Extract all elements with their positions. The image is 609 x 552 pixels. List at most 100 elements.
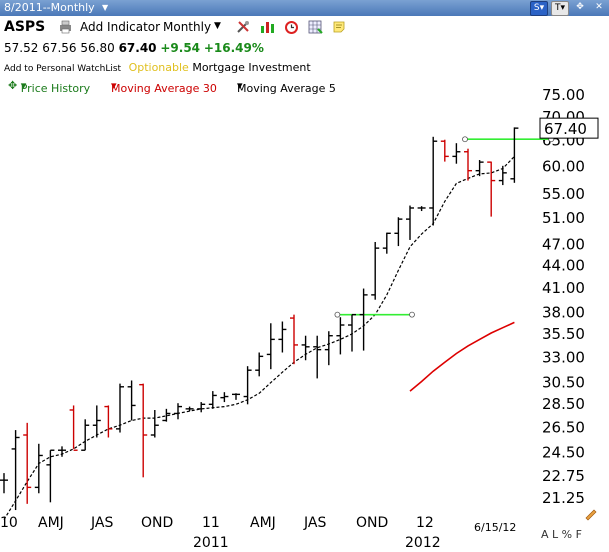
scale-toolbar[interactable]: A L % F: [541, 528, 582, 541]
y-tick-label: 55.00: [542, 185, 585, 203]
ohlc-bar: [313, 335, 322, 379]
y-tick-label: 35.50: [542, 325, 585, 343]
x-tick-label: 11: [202, 515, 220, 531]
s-button[interactable]: S▾: [530, 1, 548, 16]
y-tick-label: 38.00: [542, 303, 585, 321]
trendline-handle[interactable]: [334, 311, 341, 318]
legend-ma5-label: Moving Average 5: [237, 82, 336, 95]
move-icon[interactable]: ✥: [576, 2, 584, 12]
ohlc-bar: [475, 160, 484, 177]
change-percent: +16.49%: [203, 41, 264, 55]
toolbar: ASPS Add Indicator Monthly ▼: [0, 16, 609, 38]
ohlc-bar: [0, 473, 8, 494]
y-tick-label: 41.00: [542, 279, 585, 297]
ohlc-bar: [510, 127, 519, 183]
optionable-label: Optionable: [128, 61, 189, 74]
last-price-box: [539, 117, 599, 139]
ohlc-bar: [336, 317, 345, 355]
ohlc-bar: [487, 161, 496, 217]
candles-icon[interactable]: [260, 20, 275, 34]
period-select[interactable]: Monthly: [163, 20, 212, 34]
close-icon[interactable]: ✕: [595, 2, 603, 12]
note-icon[interactable]: [332, 20, 347, 34]
y-tick-label: 24.50: [542, 444, 585, 462]
ma30-line: [409, 321, 515, 392]
ohlc-bar: [464, 148, 472, 181]
ohlc-bar: [104, 405, 113, 438]
tools-icon[interactable]: [236, 20, 251, 34]
ohlc-bar: [92, 405, 101, 438]
y-tick-label: 28.50: [542, 395, 585, 413]
ohlc-bar: [324, 331, 333, 366]
grid-icon[interactable]: [308, 20, 323, 34]
ohlc-bar: [69, 405, 78, 451]
industry-label: Mortgage Investment: [192, 61, 311, 74]
x-tick-label: OND: [356, 515, 388, 531]
ma5-series: [3, 155, 515, 520]
ohlc-bar: [174, 403, 182, 420]
year-label: 2011: [193, 535, 229, 551]
legend-ma30-label: Moving Average 30: [111, 82, 217, 95]
ohlc-bar: [23, 422, 32, 504]
ohlc-bar: [46, 449, 55, 503]
y-tick-label: 51.00: [542, 209, 585, 227]
printer-icon[interactable]: [58, 20, 73, 34]
alarm-clock-icon[interactable]: [284, 20, 299, 34]
x-tick-label: JAS: [303, 515, 326, 531]
ohlc-bar: [371, 241, 380, 300]
add-indicator-button[interactable]: Add Indicator: [80, 20, 161, 34]
ohlc-bar: [266, 323, 275, 370]
legend-price-label: Price History: [20, 82, 91, 95]
y-tick-label: 33.00: [542, 348, 585, 366]
y-axis: 75.0070.0065.0060.0055.0051.0047.0044.00…: [542, 86, 585, 507]
x-tick-label: AMJ: [250, 515, 276, 531]
x-tick-label: AMJ: [38, 515, 64, 531]
indicator-legend: ✥ Price History ▾ Moving Average 30 ▾ Mo…: [0, 76, 609, 95]
ohlc-bar: [81, 419, 90, 451]
ohlc-bar: [290, 314, 298, 365]
ohlc-bars: [0, 127, 519, 511]
ohlc-bar: [197, 402, 206, 413]
ohlc-bar: [243, 366, 252, 405]
legend-ma5[interactable]: Moving Average 5 ▾: [237, 79, 336, 95]
window-titlebar: 8/2011--Monthly ▼ S▾ T▾ ✥ ✕: [0, 0, 609, 16]
ohlc-bar: [139, 383, 148, 478]
trendline-handle[interactable]: [409, 311, 415, 318]
low-value: 56.80: [80, 41, 115, 55]
year-label: 2012: [405, 535, 441, 551]
symbol-label[interactable]: ASPS: [4, 19, 46, 35]
y-tick-label: 60.00: [542, 157, 585, 175]
ohlc-bar: [452, 143, 461, 164]
x-tick-label: 12: [416, 515, 434, 531]
ohlc-bar: [58, 446, 66, 457]
ohlc-bar: [116, 383, 124, 433]
y-tick-label: 30.50: [542, 374, 585, 392]
ohlc-bar: [11, 430, 20, 511]
ohlc-bar: [394, 217, 403, 247]
ohlc-bar: [417, 206, 426, 212]
t-button[interactable]: T▾: [551, 1, 569, 16]
trendlines: [334, 136, 555, 318]
trendline-handle[interactable]: [462, 136, 468, 143]
y-tick-label: 44.00: [542, 256, 585, 274]
add-watchlist-link[interactable]: Add to Personal WatchList: [4, 64, 122, 74]
x-tick-label: OND: [141, 515, 173, 531]
info-line: Add to Personal WatchList Optionable Mor…: [4, 61, 311, 74]
ohlc-bar: [127, 380, 136, 421]
legend-price-history[interactable]: ✥ Price History ▾: [8, 79, 91, 95]
y-tick-label: 21.25: [542, 489, 585, 507]
ohlc-bar: [208, 391, 217, 409]
ma30-series: [409, 321, 515, 392]
chevron-down-icon[interactable]: ▼: [214, 21, 221, 31]
ohlc-bar: [301, 335, 310, 361]
ma5-line: [3, 155, 515, 520]
pencil-icon[interactable]: [583, 505, 599, 521]
high-value: 67.56: [42, 41, 77, 55]
title-dropdown-icon[interactable]: ▼: [102, 3, 109, 12]
last-date: 6/15/12: [474, 521, 517, 534]
legend-ma30[interactable]: Moving Average 30 ▾: [111, 79, 217, 95]
ohlc-bar: [382, 232, 391, 254]
ohlc-bar: [359, 288, 368, 351]
ohlc-bar: [348, 313, 356, 352]
